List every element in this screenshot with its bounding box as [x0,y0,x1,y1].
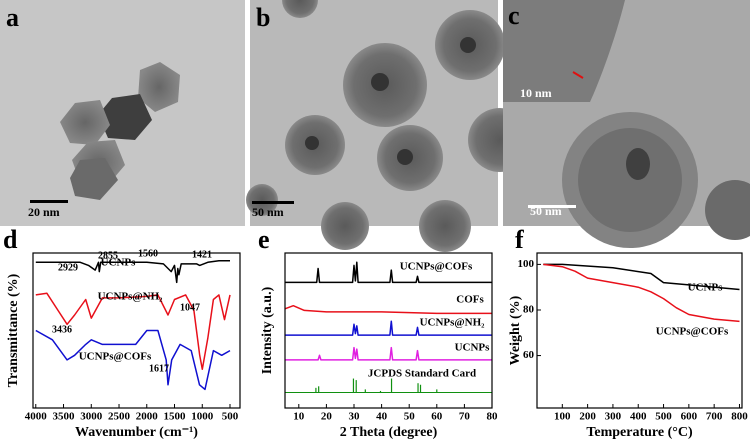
x-tick-label: 500 [655,411,672,423]
annotation: 3436 [52,324,72,335]
x-tick-label: 600 [681,411,698,423]
x-tick-label: 1000 [191,411,214,423]
series-line [35,329,231,391]
y-tick-label: 100 [518,258,535,270]
y-axis-title: Transmittance (%) [6,273,21,387]
panel-label: a [6,3,19,32]
tem-image-a: a 20 nm [0,0,245,226]
series-line [285,261,492,284]
series-label: UCNPs@NH₂ [420,317,486,329]
x-tick-label: 2000 [136,411,159,423]
series-line [35,260,230,284]
x-tick-label: 300 [605,411,622,423]
inset-scale-bar-label: 10 nm [520,86,552,100]
series-label: UCNPs@COFs [79,351,152,363]
annotation: 1421 [192,249,212,260]
x-tick-label: 20 [321,411,333,423]
x-tick-label: 1500 [164,411,187,423]
x-tick-label: 80 [487,411,499,423]
x-axis-title: Temperature (°C) [586,425,693,440]
annotation: 2855 [98,250,118,261]
annotation: 1047 [180,302,200,313]
series-label: UCNPs@NH₂ [98,291,164,303]
series-line [543,263,740,291]
annotation: 2929 [58,262,78,273]
panel-label: e [258,225,270,254]
x-tick-label: 40 [376,411,388,423]
series-line [543,263,740,323]
x-tick-label: 60 [431,411,443,423]
x-tick-label: 700 [706,411,723,423]
series-label: UCNPs [688,282,724,294]
plot-frame [32,252,241,409]
x-tick-label: 50 [404,411,416,423]
annotation: 1560 [138,248,158,259]
scale-bar-label: 20 nm [28,205,60,219]
scale-bar-label: 50 nm [530,204,562,218]
panel-label: c [508,1,520,30]
y-axis-title: Intensity (a.u.) [260,286,275,374]
x-axis-title: 2 Theta (degree) [340,425,438,440]
series-line [285,320,492,336]
series-line [284,304,492,315]
series-line [285,346,492,361]
tem-image-c: c 10 nm 50 nm [503,0,750,248]
x-tick-label: 4000 [25,411,48,423]
panel-label: d [3,225,18,254]
plot-frame [536,252,743,409]
series-line [35,292,231,371]
panel-label: f [515,225,524,254]
series-label: COFs [456,294,484,306]
x-tick-label: 3000 [80,411,103,423]
x-tick-label: 30 [349,411,361,423]
scale-bar-label: 50 nm [252,205,284,219]
x-tick-label: 3500 [53,411,76,423]
x-tick-label: 2500 [108,411,131,423]
annotation: 1617 [149,363,169,374]
y-tick-label: 80 [523,304,535,316]
x-tick-label: 200 [579,411,596,423]
series-label: UCNPs [101,257,137,269]
panel-label: b [256,3,270,32]
series-label: JCPDS Standard Card [368,368,476,380]
x-tick-label: 500 [222,411,239,423]
x-tick-label: 70 [459,411,471,423]
x-tick-label: 800 [731,411,748,423]
series-label: UCNPs@COFs [400,261,473,273]
x-tick-label: 10 [293,411,305,423]
y-axis-title: Weight (%) [508,295,523,365]
tem-image-b: b 50 nm [246,0,532,252]
x-tick-label: 400 [630,411,647,423]
x-tick-label: 100 [554,411,571,423]
y-tick-label: 60 [523,349,535,361]
series-label: UCNPs [455,342,491,354]
series-label: UCNPs@COFs [656,326,729,338]
plot-frame [284,252,493,409]
x-axis-title: Wavenumber (cm⁻¹) [75,425,198,440]
